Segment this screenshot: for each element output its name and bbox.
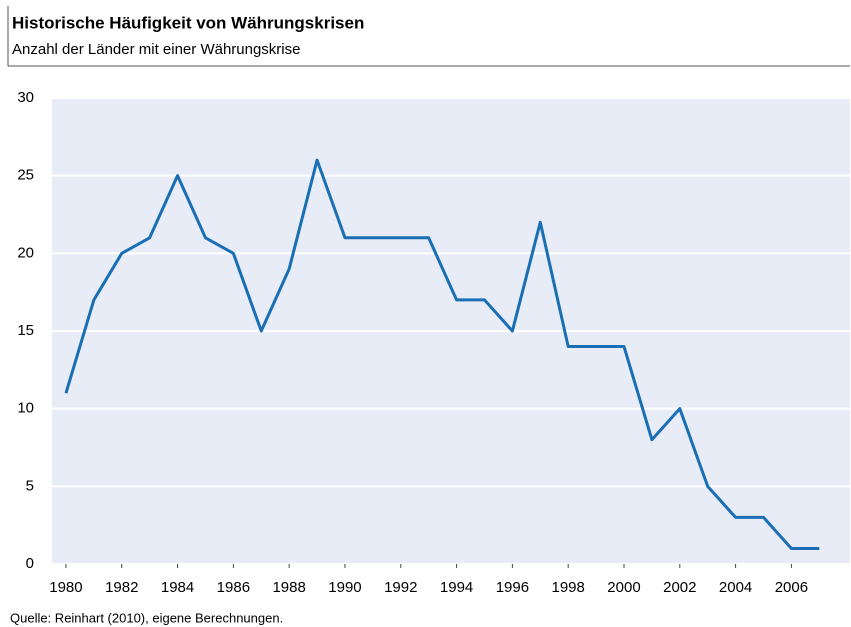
data-line <box>64 158 820 550</box>
x-tick-label: 1980 <box>49 579 82 596</box>
x-tick-label: 1982 <box>105 579 138 596</box>
y-tick-label: 5 <box>26 477 34 494</box>
y-tick-label: 30 <box>17 89 34 106</box>
x-tick-label: 1992 <box>384 579 417 596</box>
y-tick-label: 0 <box>26 555 34 572</box>
x-tick-label: 1986 <box>217 579 250 596</box>
source-note: Quelle: Reinhart (2010), eigene Berechnu… <box>10 610 283 625</box>
x-tick-label: 2000 <box>607 579 640 596</box>
chart-subtitle: Anzahl der Länder mit einer Währungskris… <box>12 41 300 58</box>
x-tick-label: 1994 <box>440 579 473 596</box>
x-tick-label: 1998 <box>552 579 585 596</box>
y-tick-label: 15 <box>17 322 34 339</box>
y-tick-label: 25 <box>17 167 34 184</box>
x-tick-label: 1984 <box>161 579 194 596</box>
y-tick-label: 10 <box>17 400 34 417</box>
chart-title: Historische Häufigkeit von Währungskrise… <box>12 13 364 32</box>
x-tick-label: 1988 <box>272 579 305 596</box>
x-tick-label: 2004 <box>719 579 752 596</box>
x-tick-label: 2006 <box>775 579 808 596</box>
x-tick-label: 1990 <box>328 579 361 596</box>
y-tick-label: 20 <box>17 244 34 261</box>
x-tick-label: 1996 <box>496 579 529 596</box>
x-tick-label: 2002 <box>663 579 696 596</box>
